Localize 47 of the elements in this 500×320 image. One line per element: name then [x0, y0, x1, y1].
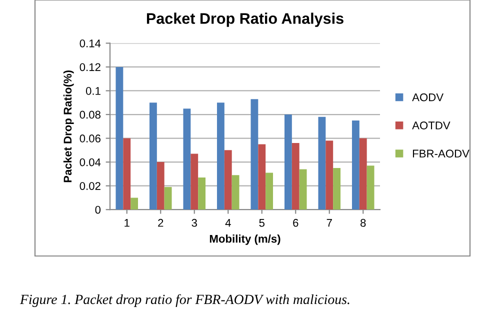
x-tick-label: 6: [293, 218, 298, 227]
y-tick-label: 0.06: [80, 134, 100, 142]
legend-label: FBR-AODV: [412, 150, 470, 158]
y-tick-label: 0: [95, 206, 101, 214]
x-tick-label: 1: [124, 219, 130, 227]
x-tick-label: 4: [225, 219, 231, 227]
legend-label: AODV: [412, 93, 444, 102]
bar: [333, 168, 341, 210]
bar: [198, 178, 206, 210]
bar: [123, 138, 131, 210]
bar: [366, 166, 374, 210]
x-tick-label: 5: [259, 219, 264, 227]
y-tick-label: 0.14: [80, 39, 101, 48]
bar: [292, 143, 300, 210]
bar: [149, 102, 157, 210]
x-tick-label: 7: [326, 219, 332, 227]
bar: [352, 120, 360, 210]
bar: [318, 116, 326, 210]
bar: [359, 138, 367, 210]
bar: [250, 99, 258, 210]
x-tick-label: 8: [360, 218, 366, 227]
bar: [258, 144, 266, 210]
y-tick-label: 0.1: [86, 87, 100, 95]
caption: Figure 1. Packet drop ratio for FBR-AODV with malicious.: [20, 294, 350, 307]
bar: [116, 66, 124, 210]
bar: [190, 154, 198, 210]
bar: [224, 150, 232, 210]
y-tick-label: 0.12: [80, 63, 100, 72]
y-tick-label: 0.08: [80, 110, 100, 119]
bar: [130, 198, 138, 210]
chart-title: Packet Drop Ratio Analysis: [146, 12, 344, 27]
bar: [164, 187, 172, 210]
bar: [326, 140, 334, 210]
x-axis-title: Mobility (m/s): [210, 234, 280, 245]
x-tick-label: 3: [192, 218, 197, 227]
bar: [266, 172, 274, 210]
bar: [299, 169, 307, 210]
y-axis-title: Packet Drop Ratio(%): [63, 70, 74, 182]
bar: [156, 162, 164, 210]
x-tick-label: 2: [158, 218, 164, 227]
y-tick-label: 0.02: [80, 182, 100, 190]
legend-label: AOTDV: [412, 122, 450, 130]
bar: [232, 175, 240, 210]
bar: [216, 102, 224, 210]
y-tick-label: 0.04: [80, 158, 101, 166]
bar: [284, 114, 292, 210]
bar: [183, 108, 191, 210]
